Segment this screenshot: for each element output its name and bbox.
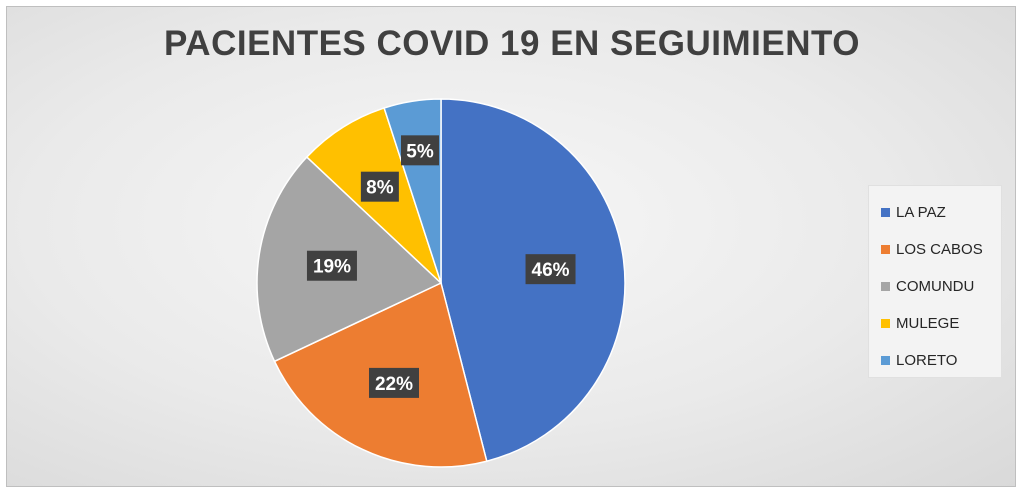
legend-label: COMUNDU	[896, 278, 975, 295]
legend-label: LA PAZ	[896, 204, 946, 221]
data-label-text: 46%	[532, 260, 570, 281]
legend-item-mulege: MULEGE	[869, 305, 1001, 342]
legend-swatch	[881, 245, 890, 254]
data-label-box	[400, 135, 439, 166]
data-label-los-cabos: 22%	[368, 367, 419, 398]
legend-item-la-paz: LA PAZ	[869, 194, 1001, 231]
data-label-mulege: 8%	[360, 171, 399, 202]
legend-item-comundu: COMUNDU	[869, 268, 1001, 305]
legend-label: LOS CABOS	[896, 241, 983, 258]
data-label-box	[525, 254, 576, 285]
legend-swatch	[881, 356, 890, 365]
legend-label: LORETO	[896, 352, 958, 369]
legend-swatch	[881, 282, 890, 291]
data-label-text: 19%	[313, 257, 351, 278]
data-label-text: 5%	[406, 141, 434, 162]
data-label-text: 8%	[366, 178, 394, 199]
legend-swatch	[881, 319, 890, 328]
data-label-box	[360, 171, 399, 202]
data-label-box	[368, 367, 419, 398]
legend-swatch	[881, 208, 890, 217]
data-label-loreto: 5%	[400, 135, 439, 166]
legend: LA PAZ LOS CABOS COMUNDU MULEGE LORETO	[868, 185, 1002, 378]
legend-item-los-cabos: LOS CABOS	[869, 231, 1001, 268]
chart-title: PACIENTES COVID 19 EN SEGUIMIENTO	[164, 24, 860, 63]
data-label-la-paz: 46%	[525, 254, 576, 285]
data-label-text: 22%	[375, 374, 413, 395]
legend-label: MULEGE	[896, 315, 960, 332]
data-label-comundu: 19%	[306, 250, 357, 281]
legend-item-loreto: LORETO	[869, 342, 1001, 379]
data-label-box	[306, 250, 357, 281]
